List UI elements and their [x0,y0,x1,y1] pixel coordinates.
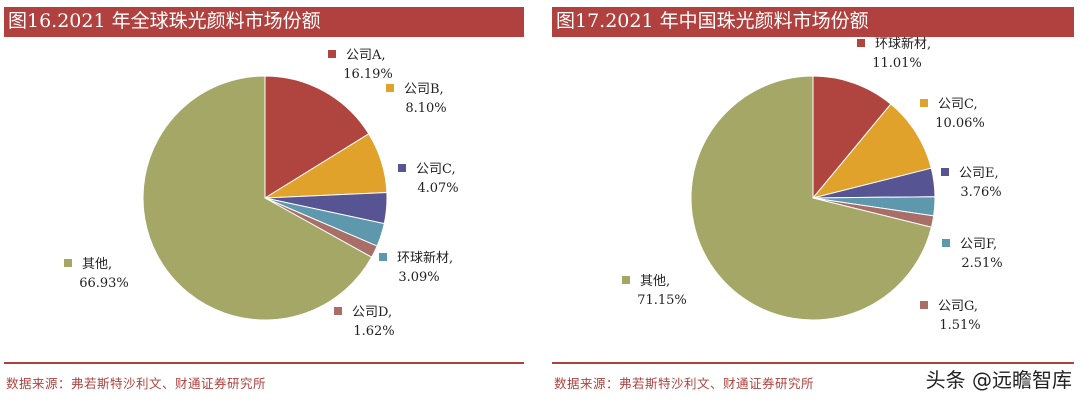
slice-name-label: 公司F, [960,237,997,252]
pie-slice [690,75,933,321]
legend-swatch [920,99,928,107]
legend-swatch [386,84,394,92]
legend-swatch [64,259,72,267]
watermark: 头条 @远瞻智库 [925,368,1072,392]
chart-title: 图17.2021 年中国珠光颜料市场份额 [552,7,1074,35]
slice-name-label: 公司A, [346,48,386,63]
slice-value-label: 2.51% [961,256,1002,271]
slice-value-label: 1.62% [353,324,394,339]
slice-name-label: 其他, [82,257,112,272]
pie-chart-global: 公司A, 16.19% 公司B, 8.10% 公司C, 4.07% 环球新材, 3.09% 公司… [64,48,459,339]
slice-name-label: 环球新材, [875,36,931,52]
slice-name-label: 公司C, [938,97,978,112]
slice-value-label: 3.09% [398,270,439,285]
slice-value-label: 4.07% [417,181,458,196]
slice-value-label: 16.19% [343,67,393,82]
slice-name-label: 公司G, [938,299,978,314]
pie-slice [142,75,373,321]
legend-swatch [334,307,342,315]
legend-swatch [379,253,387,261]
slice-value-label: 1.51% [939,318,980,333]
legend-swatch [920,301,928,309]
footer-rule [4,362,524,364]
source-note: 数据来源：弗若斯特沙利文、财通证券研究所 [6,376,267,391]
slice-value-label: 71.15% [637,293,687,308]
legend-swatch [941,168,949,176]
chart-title: 图16.2021 年全球珠光颜料市场份额 [4,7,524,35]
footer-rule [552,362,1074,364]
right-chart-panel: 图17.2021 年中国珠光颜料市场份额 环球新材, 11.01% 公司C, 10.0… [548,0,1080,401]
slice-name-label: 公司C, [416,162,456,177]
slice-value-label: 3.76% [960,185,1001,200]
source-note: 数据来源：弗若斯特沙利文、财通证券研究所 [554,376,815,391]
title-rule [4,35,524,37]
slice-name-label: 环球新材, [397,250,453,266]
legend-swatch [857,39,865,47]
pie-slice [264,75,370,199]
slice-name-label: 其他, [640,274,670,289]
slice-value-label: 10.06% [935,116,985,131]
pie-chart-china: 环球新材, 11.01% 公司C, 10.06% 公司E, 3.76% 公司F, 2.51% 公… [622,36,1003,333]
slice-name-label: 公司E, [959,166,999,181]
legend-swatch [328,50,336,58]
pie-slice [811,103,932,199]
title-rule [552,35,1074,37]
pie-slice [812,75,892,200]
slice-value-label: 66.93% [79,276,129,291]
legend-swatch [398,164,406,172]
slice-value-label: 8.10% [405,101,446,116]
slice-name-label: 公司D, [352,305,392,320]
legend-swatch [622,276,630,284]
legend-swatch [942,239,950,247]
slice-value-label: 11.01% [872,56,922,71]
slice-name-label: 公司B, [404,82,444,97]
left-chart-panel: 图16.2021 年全球珠光颜料市场份额 公司A, 16.19% 公司B, 8.10%… [0,0,530,401]
